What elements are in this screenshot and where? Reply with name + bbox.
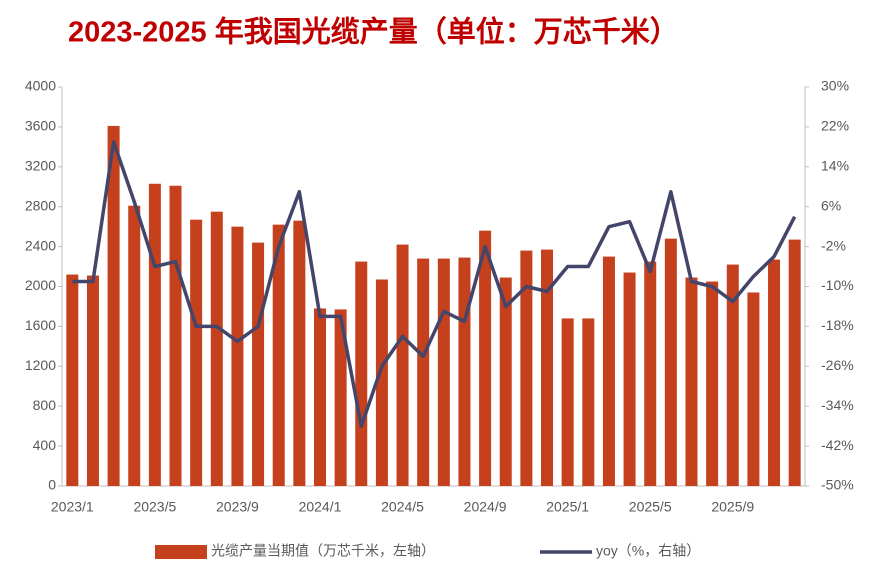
bar xyxy=(520,250,533,486)
bar xyxy=(375,279,388,486)
legend-label: yoy（%，右轴） xyxy=(596,543,700,559)
bar xyxy=(437,258,450,486)
y2-tick-label: 22% xyxy=(821,118,849,134)
y2-tick-label: 30% xyxy=(821,78,849,94)
x-tick-label: 2024/1 xyxy=(299,499,342,515)
bar xyxy=(148,183,161,486)
bar xyxy=(726,264,739,486)
x-tick-label: 2025/9 xyxy=(711,499,754,515)
bar xyxy=(355,261,368,486)
bar xyxy=(107,125,120,486)
y2-tick-label: -18% xyxy=(821,317,854,333)
bar xyxy=(272,224,285,486)
bar xyxy=(458,257,471,486)
bar xyxy=(66,274,79,486)
bar xyxy=(417,258,430,486)
bar xyxy=(561,318,574,486)
y2-tick-label: 14% xyxy=(821,158,849,174)
x-tick-label: 2025/1 xyxy=(546,499,589,515)
chart-title: 2023-2025 年我国光缆产量（单位：万芯千米） xyxy=(68,15,679,49)
y-tick-label: 3600 xyxy=(25,118,56,134)
bar xyxy=(623,272,636,486)
bar xyxy=(479,230,492,486)
x-tick-label: 2023/5 xyxy=(133,499,176,515)
x-tick-label: 2025/5 xyxy=(629,499,672,515)
bar xyxy=(396,244,409,486)
x-tick-label: 2024/5 xyxy=(381,499,424,515)
y-tick-label: 4000 xyxy=(25,78,56,94)
bar xyxy=(334,309,347,486)
bar xyxy=(252,242,265,486)
bar xyxy=(499,277,512,486)
y2-tick-label: -26% xyxy=(821,357,854,373)
x-tick-label: 2023/9 xyxy=(216,499,259,515)
y2-tick-label: -42% xyxy=(821,437,854,453)
bar xyxy=(788,239,801,486)
bar xyxy=(210,211,223,486)
y2-tick-label: -50% xyxy=(821,477,854,493)
y2-tick-label: -2% xyxy=(821,237,846,253)
legend-swatch xyxy=(155,545,207,559)
y-tick-label: 0 xyxy=(48,477,56,493)
bar xyxy=(685,277,698,486)
y-tick-label: 1600 xyxy=(25,317,56,333)
bar xyxy=(313,308,326,486)
y-tick-label: 3200 xyxy=(25,158,56,174)
bar xyxy=(602,256,615,486)
bar xyxy=(231,226,244,486)
y-tick-label: 800 xyxy=(33,397,57,413)
y2-tick-label: 6% xyxy=(821,197,841,213)
line xyxy=(72,140,797,428)
bar xyxy=(169,185,182,486)
bar xyxy=(747,292,760,486)
bar xyxy=(293,220,306,487)
legend-label: 光缆产量当期值（万芯千米，左轴） xyxy=(211,543,435,559)
bar xyxy=(644,261,657,486)
y-tick-label: 400 xyxy=(33,437,57,453)
bar xyxy=(541,249,554,486)
y-tick-label: 1200 xyxy=(25,357,56,373)
y-tick-label: 2400 xyxy=(25,237,56,253)
bar xyxy=(86,275,99,486)
x-tick-label: 2023/1 xyxy=(51,499,94,515)
x-tick-label: 2024/9 xyxy=(464,499,507,515)
bar xyxy=(582,318,595,486)
bar xyxy=(128,205,141,486)
y-tick-label: 2000 xyxy=(25,277,56,293)
y-tick-label: 2800 xyxy=(25,197,56,213)
bar xyxy=(190,219,203,487)
bar xyxy=(768,259,781,486)
bar xyxy=(706,281,719,486)
y2-tick-label: -34% xyxy=(821,397,854,413)
bar xyxy=(664,238,677,486)
y2-tick-label: -10% xyxy=(821,277,854,293)
